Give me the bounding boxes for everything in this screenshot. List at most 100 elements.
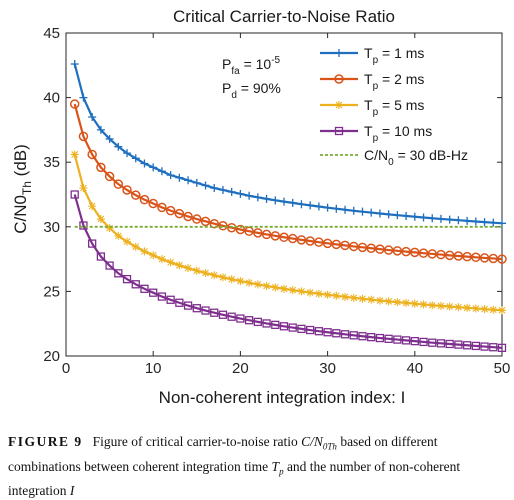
data-point [157,255,166,264]
data-point [227,312,236,321]
data-point [245,191,254,200]
data-point [480,342,489,351]
figure-label: FIGURE 9 [8,434,83,449]
data-point [462,251,472,262]
data-point [148,198,158,209]
data-point [271,196,280,205]
data-point [174,208,185,219]
x-tick-label: 50 [494,360,511,377]
data-point [488,253,499,264]
data-point [349,293,358,302]
y-tick-label: 30 [43,219,60,236]
data-point [287,233,298,244]
data-point [201,181,210,190]
data-point [462,341,472,350]
y-tick-label: 40 [43,90,60,107]
y-tick-label: 20 [43,348,60,365]
data-point [489,305,498,314]
caption-math-cn: C/N0Th [301,434,337,452]
chart: Critical Carrier-to-Noise Ratio 0 10 20 30 4… [11,7,510,407]
data-point [157,202,167,213]
data-point [297,324,306,334]
data-point [96,215,105,224]
data-point [96,125,105,134]
caption-text-1: Figure of critical carrier-to-noise rati… [92,434,302,449]
data-point [78,131,89,142]
data-point [218,273,227,282]
data-point [200,216,211,227]
series-2 [69,99,507,264]
data-point [288,198,297,207]
caption-text-3: and the number of non-coherent integrati… [8,458,461,499]
legend-marker [335,101,343,109]
data-point [122,274,132,284]
data-point [402,298,411,307]
data-point [149,163,158,172]
data-point [201,269,210,278]
y-tick-label: 35 [43,154,60,171]
data-point [306,325,315,335]
data-point [341,292,350,301]
data-point [393,298,402,307]
data-point [131,242,140,251]
data-point [410,299,419,308]
y-label-unit: (dB) [11,144,30,181]
data-point [393,335,402,344]
annotation-2: Pd = 90% [222,80,281,101]
data-point [497,254,507,264]
data-point [418,248,429,258]
plot-area: 0 10 20 30 40 50 20 25 30 35 40 45 [43,25,510,377]
data-point [262,281,271,290]
data-point [131,280,140,289]
data-point [279,322,289,331]
data-point [227,275,236,284]
data-point [340,240,350,251]
data-point [306,288,315,297]
data-point [367,295,376,304]
data-point [392,246,403,256]
data-point [88,112,97,121]
data-point [471,252,481,263]
x-tick-label: 10 [145,360,162,377]
data-point [201,306,210,315]
legend-marker [334,126,344,136]
data-point [271,283,280,292]
data-point [367,208,376,217]
data-point [175,261,184,270]
data-point [323,203,332,212]
data-point [79,93,88,102]
data-point [140,159,149,168]
data-point [471,217,480,226]
data-point [497,343,507,353]
data-point [236,189,245,198]
data-point [184,176,193,185]
data-point [384,297,393,306]
data-point [184,264,193,273]
data-point [323,328,332,337]
x-tick-label: 20 [232,360,249,377]
data-point [453,251,464,261]
data-point [210,184,219,193]
data-point [165,205,176,216]
data-point [402,211,411,220]
data-point [123,237,132,246]
data-point [175,298,184,307]
data-point [297,287,306,296]
caption-math-i: I [69,483,75,499]
data-point [105,261,114,270]
data-point [358,207,367,216]
data-point [419,213,428,222]
data-point [410,336,419,346]
data-point [358,294,367,303]
data-point [401,246,411,257]
data-point [123,149,132,158]
data-point [88,202,97,211]
data-point [218,185,227,194]
data-point [331,239,342,250]
data-point [444,250,455,261]
data-point [358,332,367,341]
data-point [157,292,167,301]
data-point [332,291,341,300]
data-point [105,224,114,233]
series-4 [70,190,507,353]
